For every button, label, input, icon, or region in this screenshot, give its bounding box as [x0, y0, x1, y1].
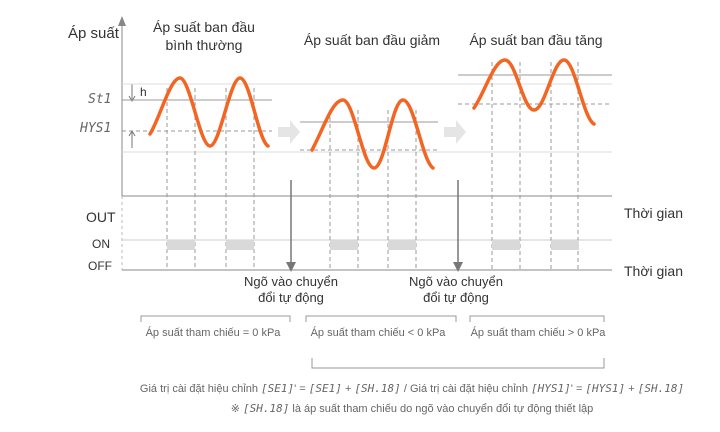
formula-part: / Giá trị cài đặt hiệu chỉnh: [401, 383, 531, 395]
reference-brackets: [140, 315, 605, 369]
h-label: h: [140, 85, 147, 99]
time-label-bottom: Thời gian: [624, 263, 683, 279]
formula-part: [SE1]: [309, 382, 342, 395]
out-label: OUT: [86, 209, 116, 225]
y-axis-label: Áp suất: [68, 25, 120, 42]
transition-arrow-2: [444, 120, 466, 144]
on-label: ON: [92, 237, 110, 251]
on-block: [388, 240, 416, 250]
pressure-wave-decreased: [310, 98, 435, 170]
auto-shift-label-2-line1: Ngõ vào chuyển: [409, 274, 503, 289]
auto-shift-label-2-line2: đổi tự động: [423, 290, 489, 305]
on-block: [492, 240, 520, 250]
note-part: là áp suất tham chiếu do ngõ vào chuyển …: [289, 403, 593, 415]
formula-text: Giá trị cài đặt hiệu chỉnh [SE1]' = [SE1…: [140, 382, 684, 395]
h-arrow-down-head: [128, 95, 136, 102]
on-block: [167, 240, 195, 250]
on-block: [551, 240, 579, 250]
formula-part: [SH.18]: [638, 382, 684, 395]
formula-part: [SH.18]: [354, 382, 400, 395]
formula-part: [SE1]: [261, 382, 294, 395]
phase1-title-line2: bình thường: [166, 37, 243, 53]
note-part: ※: [231, 403, 243, 415]
auto-shift-label-1-line1: Ngõ vào chuyển: [244, 274, 338, 289]
formula-part: +: [342, 383, 355, 395]
formula-part: Giá trị cài đặt hiệu chỉnh: [140, 383, 261, 395]
auto-shift-arrow-1-head: [286, 262, 296, 272]
note-text: ※ [SH.18] là áp suất tham chiếu do ngõ v…: [231, 402, 594, 415]
pressure-axis-arrow: [118, 16, 126, 26]
formula-part: ' =: [571, 383, 586, 395]
formula-part: +: [625, 383, 638, 395]
reference-increased: Áp suất tham chiếu > 0 kPa: [471, 326, 607, 339]
auto-shift-label-1-line2: đổi tự động: [258, 290, 324, 305]
phase3-title: Áp suất ban đầu tăng: [469, 32, 602, 48]
transition-arrow-1: [278, 120, 300, 144]
formula-part: ' =: [294, 383, 309, 395]
set-value-label: St1: [88, 92, 111, 107]
formula-part: [HYS1]: [531, 382, 571, 395]
reference-decreased: Áp suất tham chiếu < 0 kPa: [311, 326, 447, 339]
on-block: [226, 240, 254, 250]
phase1-title-line1: Áp suất ban đầu: [153, 19, 255, 35]
pressure-wave-normal: [148, 76, 270, 148]
on-blocks: [167, 240, 579, 250]
note-part: [SH.18]: [243, 402, 289, 415]
reference-normal: Áp suất tham chiếu = 0 kPa: [146, 326, 282, 339]
on-block: [330, 240, 358, 250]
hysteresis-label: HYS1: [79, 121, 111, 136]
formula-part: [HYS1]: [585, 382, 625, 395]
time-label-top: Thời gian: [624, 205, 683, 221]
auto-shift-arrow-2-head: [453, 262, 463, 272]
off-label: OFF: [88, 259, 112, 273]
phase2-title: Áp suất ban đầu giảm: [304, 32, 440, 48]
pressure-wave-increased: [472, 58, 596, 126]
